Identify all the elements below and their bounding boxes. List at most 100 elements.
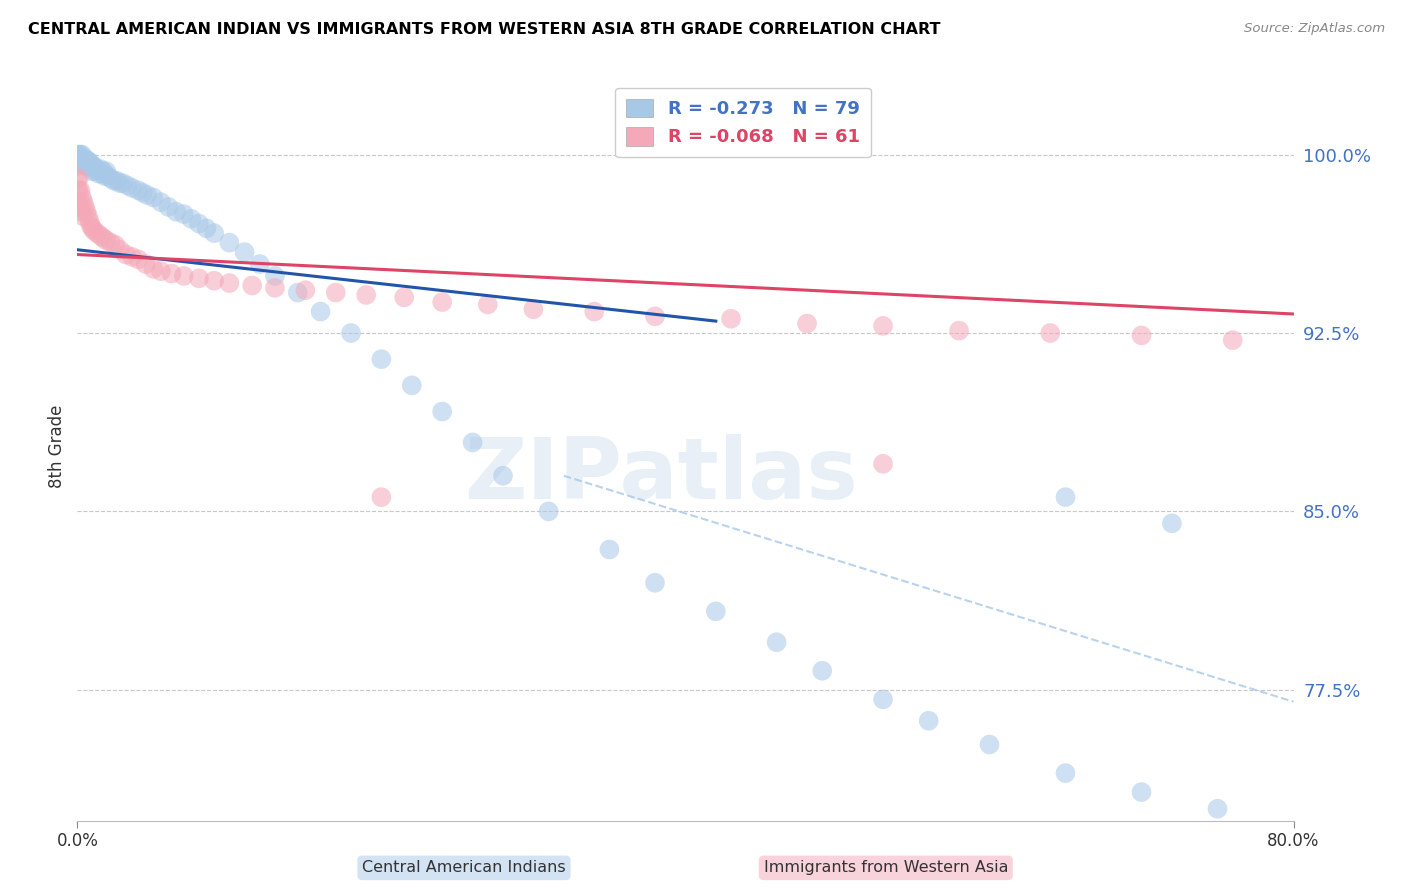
Point [100, 235, 122, 250]
Point [492, 468, 515, 483]
Point [218, 276, 240, 290]
Point [103, 174, 125, 188]
Point [73, 153, 96, 167]
Point [979, 738, 1001, 752]
Text: Central American Indians: Central American Indians [363, 861, 565, 875]
Point [131, 186, 153, 200]
Point [73, 200, 96, 214]
Point [121, 181, 143, 195]
Point [537, 504, 560, 518]
Point [765, 635, 787, 649]
Point [173, 207, 195, 221]
Point [70, 190, 93, 204]
Point [69, 200, 91, 214]
Point [430, 295, 453, 310]
Point [87, 167, 110, 181]
Point [430, 404, 453, 418]
Point [69, 183, 91, 197]
Point [72, 210, 94, 224]
Point [104, 238, 127, 252]
Point [89, 161, 111, 176]
Point [79, 214, 101, 228]
Point [66, 147, 89, 161]
Point [1130, 328, 1153, 343]
Point [86, 226, 108, 240]
Point [157, 200, 180, 214]
Point [66, 160, 89, 174]
Point [325, 285, 347, 300]
Point [644, 575, 666, 590]
Point [1054, 766, 1077, 780]
Point [872, 692, 894, 706]
Point [69, 157, 91, 171]
Point [354, 288, 377, 302]
Point [195, 221, 218, 235]
Point [69, 147, 91, 161]
Point [77, 154, 100, 169]
Point [67, 147, 90, 161]
Point [86, 161, 108, 176]
Point [84, 164, 107, 178]
Point [1039, 326, 1062, 340]
Point [82, 164, 104, 178]
Point [83, 224, 105, 238]
Point [149, 264, 172, 278]
Point [598, 542, 620, 557]
Point [70, 153, 93, 167]
Legend: R = -0.273   N = 79, R = -0.068   N = 61: R = -0.273 N = 79, R = -0.068 N = 61 [616, 88, 870, 157]
Point [522, 302, 544, 317]
Point [75, 160, 97, 174]
Point [70, 204, 93, 219]
Point [401, 378, 423, 392]
Point [91, 231, 114, 245]
Point [93, 169, 115, 183]
Point [89, 228, 111, 243]
Point [249, 257, 271, 271]
Point [127, 252, 149, 267]
Point [264, 281, 287, 295]
Point [149, 195, 172, 210]
Point [73, 157, 96, 171]
Point [796, 317, 818, 331]
Text: Source: ZipAtlas.com: Source: ZipAtlas.com [1244, 22, 1385, 36]
Point [461, 435, 484, 450]
Point [370, 490, 392, 504]
Point [872, 318, 894, 333]
Point [111, 176, 134, 190]
Point [720, 311, 742, 326]
Point [135, 257, 157, 271]
Point [1161, 516, 1184, 531]
Point [100, 171, 122, 186]
Point [218, 235, 240, 250]
Point [477, 297, 499, 311]
Point [340, 326, 363, 340]
Point [69, 153, 91, 167]
Point [294, 283, 316, 297]
Point [1343, 335, 1365, 350]
Point [72, 153, 94, 167]
Point [1130, 785, 1153, 799]
Point [115, 247, 138, 261]
Point [117, 178, 139, 193]
Point [811, 664, 834, 678]
Point [1222, 333, 1244, 347]
Point [80, 219, 103, 233]
Point [704, 604, 727, 618]
Point [370, 352, 392, 367]
Text: ZIPatlas: ZIPatlas [464, 434, 858, 517]
Point [83, 160, 105, 174]
Text: CENTRAL AMERICAN INDIAN VS IMMIGRANTS FROM WESTERN ASIA 8TH GRADE CORRELATION CH: CENTRAL AMERICAN INDIAN VS IMMIGRANTS FR… [28, 22, 941, 37]
Point [80, 157, 103, 171]
Point [918, 714, 941, 728]
Point [79, 154, 101, 169]
Point [77, 210, 100, 224]
Point [233, 245, 256, 260]
Point [173, 268, 195, 283]
Point [644, 310, 666, 324]
Point [1054, 490, 1077, 504]
Point [67, 157, 90, 171]
Point [96, 233, 118, 247]
Point [392, 290, 415, 304]
Point [188, 217, 211, 231]
Point [240, 278, 263, 293]
